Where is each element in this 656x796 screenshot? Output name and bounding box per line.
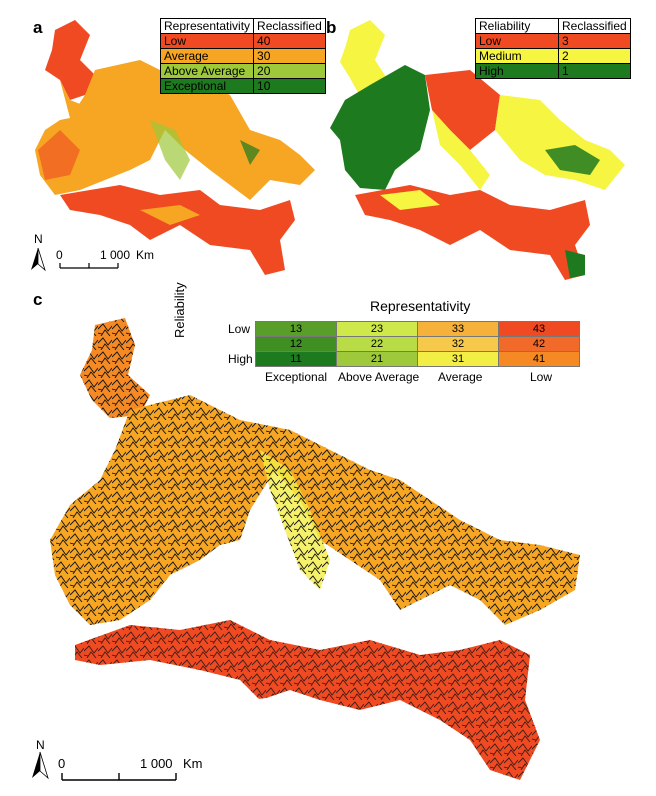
scale-large-dist: 1 000 <box>140 756 173 771</box>
legend-c-cell: 22 <box>336 336 418 352</box>
north-arrow-small <box>31 247 46 272</box>
legend-b-value: 1 <box>558 63 631 79</box>
legend-c-cell: 23 <box>336 321 418 337</box>
legend-b-label: Low <box>475 33 559 49</box>
legend-c-col-label: Low <box>530 370 553 384</box>
legend-a-value: 20 <box>253 63 326 79</box>
legend-a-header-class: Representativity <box>159 18 255 34</box>
legend-c-cell: 13 <box>255 321 337 337</box>
scale-small-unit: Km <box>136 248 154 262</box>
map-a <box>35 20 315 275</box>
map-c-africa-roads <box>75 620 540 780</box>
legend-c-col-label: Average <box>438 370 483 384</box>
scale-large-zero: 0 <box>58 756 66 771</box>
map-c <box>50 318 580 780</box>
legend-c-cell: 43 <box>498 321 580 337</box>
legend-b-header: Reliability Reclassified <box>475 18 631 34</box>
legend-c-cell: 33 <box>417 321 499 337</box>
map-b-egypt-high <box>565 250 585 278</box>
north-arrow-large-left <box>32 752 40 778</box>
north-arrow-large <box>32 751 49 780</box>
legend-a-row: Low 40 <box>159 33 326 49</box>
legend-a-value: 30 <box>253 48 326 64</box>
map-c-africa-gap-2 <box>355 705 405 750</box>
north-arrow-small-left <box>31 248 38 270</box>
legend-c-grid-row: 11 21 31 41 <box>255 351 580 367</box>
legend-a-header: Representativity Reclassified <box>159 18 326 34</box>
legend-c-col-label: Above Average <box>338 370 420 384</box>
legend-a-value: 10 <box>253 78 326 94</box>
map-c-britain-roads <box>80 318 150 418</box>
north-arrow-small-right <box>37 247 46 272</box>
map-b-africa <box>355 185 590 280</box>
legend-c-cell: 12 <box>255 336 337 352</box>
legend-a-label: Average <box>159 48 255 64</box>
legend-b-row: Medium 2 <box>475 48 631 64</box>
legend-a-row: Average 30 <box>159 48 326 64</box>
map-a-italy-above <box>150 120 190 180</box>
map-a-exceptional <box>240 140 260 165</box>
legend-a-row: Above Average 20 <box>159 63 326 79</box>
panel-label-c: c <box>33 290 43 309</box>
map-b-africa-medium <box>380 190 440 210</box>
map-a-africa <box>60 185 295 275</box>
map-b-anatolia-high <box>545 145 600 175</box>
legend-b-header-reclass: Reclassified <box>558 18 631 34</box>
map-b-britain <box>340 20 388 100</box>
map-b-italy <box>432 110 490 190</box>
scale-large-unit: Km <box>183 756 203 771</box>
panel-label-b: b <box>326 18 337 37</box>
legend-c-grid: 13 23 33 43 12 22 32 42 11 21 31 41 <box>255 321 580 367</box>
north-arrow-large-right <box>39 751 49 780</box>
map-b-alps <box>425 70 500 150</box>
north-label-large: N <box>36 738 45 752</box>
legend-b-row: Low 3 <box>475 33 631 49</box>
map-c-italy-roads <box>260 450 330 590</box>
legend-a-label: Exceptional <box>159 78 255 94</box>
legend-b-header-class: Reliability <box>475 18 559 34</box>
map-b-balkans <box>495 95 625 190</box>
legend-a-label: Above Average <box>159 63 255 79</box>
legend-c-grid-row: 12 22 32 42 <box>255 336 580 352</box>
map-b-gaul-iberia <box>330 65 430 190</box>
legend-c-row-label-low: Low <box>228 322 251 336</box>
legend-b-row: High 1 <box>475 63 631 79</box>
legend-c-grid-row: 13 23 33 43 <box>255 321 580 337</box>
legend-a: Representativity Reclassified Low 40 Ave… <box>159 18 326 94</box>
legend-b-label: Medium <box>475 48 559 64</box>
panel-label-a: a <box>33 18 43 37</box>
map-c-africa-gap-3 <box>440 730 470 775</box>
north-label-small: N <box>34 232 43 246</box>
legend-c-cell: 31 <box>417 351 499 367</box>
legend-a-header-reclass: Reclassified <box>253 18 326 34</box>
legend-c-y-title: Reliability <box>172 282 187 338</box>
map-b <box>330 20 625 280</box>
legend-b-label: High <box>475 63 559 79</box>
legend-b-value: 3 <box>558 33 631 49</box>
map-a-britain <box>45 20 95 100</box>
scale-small-dist: 1 000 <box>100 248 131 262</box>
legend-c-cell: 41 <box>498 351 580 367</box>
legend-a-row: Exceptional 10 <box>159 78 326 94</box>
legend-c-cell: 11 <box>255 351 337 367</box>
scale-small-zero: 0 <box>56 248 63 262</box>
map-c-africa-gap-1 <box>250 695 300 740</box>
legend-c-cell: 21 <box>336 351 418 367</box>
map-c-continent-roads <box>50 395 580 625</box>
scale-bar-small <box>59 263 119 269</box>
legend-b-value: 2 <box>558 48 631 64</box>
legend-c-cell: 32 <box>417 336 499 352</box>
legend-c-row-label-high: High <box>228 352 253 366</box>
legend-b: Reliability Reclassified Low 3 Medium 2 … <box>475 18 631 79</box>
legend-a-label: Low <box>159 33 255 49</box>
map-a-africa-average <box>140 205 200 225</box>
legend-a-value: 40 <box>253 33 326 49</box>
legend-c-col-label: Exceptional <box>265 370 328 384</box>
legend-c-title: Representativity <box>370 298 471 314</box>
map-a-iberia-low <box>38 130 80 180</box>
legend-c-cell: 42 <box>498 336 580 352</box>
scale-bar-large <box>61 773 177 781</box>
